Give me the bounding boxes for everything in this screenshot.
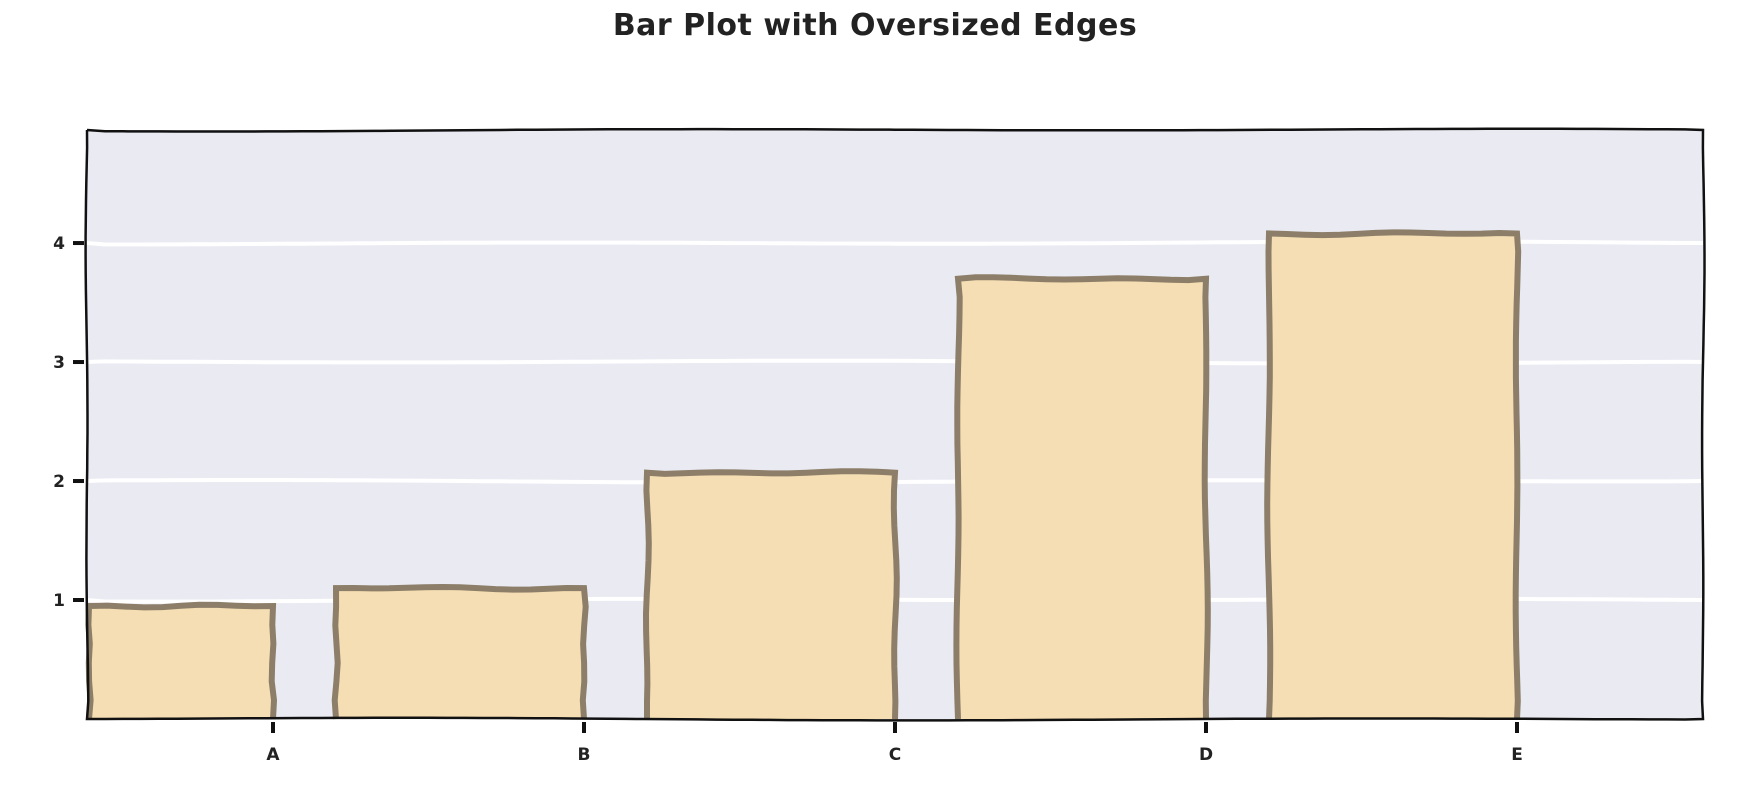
bar-B bbox=[336, 588, 584, 719]
bars-layer bbox=[85, 229, 1522, 720]
x-tick-label: C bbox=[889, 745, 901, 765]
y-tick-label: 4 bbox=[53, 234, 65, 254]
y-tick-label: 1 bbox=[53, 591, 65, 611]
bar-edge-A bbox=[85, 601, 278, 720]
x-tick-label: B bbox=[578, 745, 591, 765]
bar-A bbox=[89, 605, 273, 719]
bar-edge-C bbox=[642, 468, 900, 720]
bar-D bbox=[958, 278, 1206, 719]
plot-frame bbox=[84, 127, 1706, 722]
x-tick-label: E bbox=[1511, 745, 1523, 765]
chart-title: Bar Plot with Oversized Edges bbox=[612, 8, 1138, 43]
x-tick-label: A bbox=[266, 745, 280, 765]
bar-edge-B bbox=[331, 583, 589, 720]
y-tick-label: 3 bbox=[53, 353, 65, 373]
bar-C bbox=[647, 472, 895, 719]
y-axis: 1 2 3 4 bbox=[53, 234, 84, 611]
bar-E bbox=[1269, 233, 1517, 719]
bar-edge-E bbox=[1264, 229, 1522, 720]
y-tick-label: 2 bbox=[53, 472, 65, 492]
x-axis: A B C D E bbox=[266, 722, 1523, 765]
x-tick-label: D bbox=[1199, 745, 1213, 765]
bar-edge-D bbox=[953, 274, 1211, 720]
